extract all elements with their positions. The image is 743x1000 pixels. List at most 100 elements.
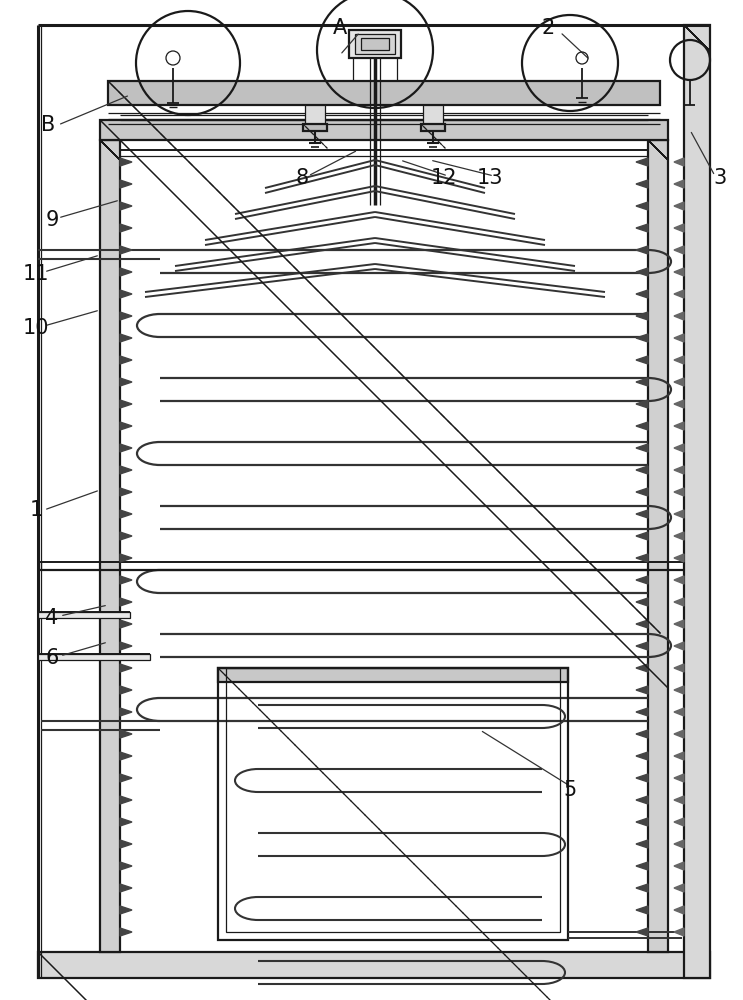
Polygon shape [674,862,684,870]
Polygon shape [636,576,648,584]
Polygon shape [120,862,132,870]
Polygon shape [636,818,648,826]
Bar [218,668,568,940]
Bar [303,124,327,131]
Polygon shape [674,708,684,716]
Bar [38,612,130,618]
Polygon shape [120,224,132,232]
Polygon shape [636,686,648,694]
Polygon shape [674,840,684,848]
Polygon shape [636,928,648,936]
Polygon shape [636,334,648,342]
Polygon shape [636,312,648,320]
Polygon shape [636,664,648,672]
Polygon shape [636,444,648,452]
Text: A: A [333,18,347,38]
Polygon shape [674,884,684,892]
Polygon shape [674,532,684,540]
Polygon shape [120,620,132,628]
Bar [361,38,389,50]
Polygon shape [636,158,648,166]
Polygon shape [636,598,648,606]
Polygon shape [674,158,684,166]
Polygon shape [120,356,132,364]
Polygon shape [674,928,684,936]
Polygon shape [674,466,684,474]
Polygon shape [120,774,132,782]
Bar [684,25,710,978]
Polygon shape [636,378,648,386]
Polygon shape [120,796,132,804]
Text: 6: 6 [45,648,59,668]
Polygon shape [636,840,648,848]
Polygon shape [674,400,684,408]
Polygon shape [674,334,684,342]
Polygon shape [674,730,684,738]
Polygon shape [120,906,132,914]
Polygon shape [674,598,684,606]
Polygon shape [636,180,648,188]
Polygon shape [120,488,132,496]
Polygon shape [120,378,132,386]
Polygon shape [636,554,648,562]
Polygon shape [674,906,684,914]
Polygon shape [636,906,648,914]
Polygon shape [120,290,132,298]
Polygon shape [120,554,132,562]
Text: 10: 10 [23,318,49,338]
Polygon shape [674,774,684,782]
Polygon shape [674,290,684,298]
Polygon shape [674,620,684,628]
Polygon shape [636,642,648,650]
Polygon shape [636,532,648,540]
Text: 12: 12 [431,168,457,188]
Text: 5: 5 [563,780,577,800]
Polygon shape [120,730,132,738]
Polygon shape [674,576,684,584]
Polygon shape [636,488,648,496]
Polygon shape [674,356,684,364]
Polygon shape [674,510,684,518]
Polygon shape [120,928,132,936]
Polygon shape [674,202,684,210]
Polygon shape [120,334,132,342]
Text: B: B [41,115,55,135]
Polygon shape [636,290,648,298]
Bar [355,34,395,54]
Bar [100,120,668,140]
Polygon shape [120,510,132,518]
Bar [108,81,660,105]
Polygon shape [120,686,132,694]
Text: 11: 11 [23,264,49,284]
Polygon shape [674,752,684,760]
Bar [100,140,120,952]
Polygon shape [636,202,648,210]
Polygon shape [120,400,132,408]
Polygon shape [120,312,132,320]
Bar [349,30,401,58]
Polygon shape [120,598,132,606]
Polygon shape [636,774,648,782]
Polygon shape [674,312,684,320]
Polygon shape [674,224,684,232]
Text: 13: 13 [477,168,503,188]
Polygon shape [636,356,648,364]
Polygon shape [636,752,648,760]
Bar [38,654,150,660]
Text: 1: 1 [30,500,42,520]
Text: 2: 2 [542,18,554,38]
Polygon shape [120,752,132,760]
Text: 3: 3 [713,168,727,188]
Polygon shape [674,422,684,430]
Polygon shape [674,818,684,826]
Polygon shape [674,488,684,496]
Polygon shape [674,796,684,804]
Polygon shape [120,818,132,826]
Polygon shape [120,422,132,430]
Text: 9: 9 [45,210,59,230]
Polygon shape [120,246,132,254]
Text: 8: 8 [296,168,308,188]
Polygon shape [120,532,132,540]
Polygon shape [674,246,684,254]
Polygon shape [636,730,648,738]
